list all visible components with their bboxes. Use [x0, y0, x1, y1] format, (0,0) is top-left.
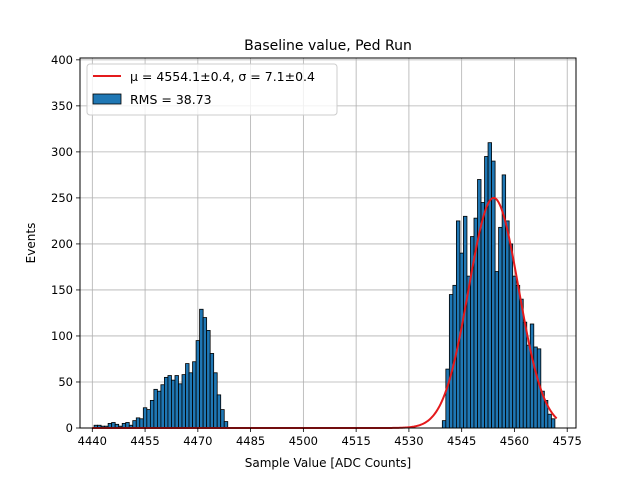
histogram-bar [519, 298, 524, 429]
x-tick-label: 4440 [78, 434, 107, 448]
histogram-bar [192, 361, 197, 429]
histogram-bar [209, 353, 215, 429]
histogram-bar [484, 156, 489, 429]
y-tick-label: 350 [51, 99, 73, 113]
histogram-bar [463, 215, 468, 429]
histogram-bar [146, 409, 151, 429]
histogram-bar [494, 271, 500, 429]
legend: μ = 4554.1±0.4, σ = 7.1±0.4 RMS = 38.73 [86, 63, 338, 116]
x-tick-label: 4530 [394, 434, 423, 448]
histogram-bar [529, 323, 535, 429]
histogram-bar [171, 379, 176, 429]
histogram-bar [135, 417, 141, 429]
y-tick-label: 250 [51, 191, 73, 205]
chart-title: Baseline value, Ped Run [244, 38, 412, 54]
histogram-bar [508, 243, 514, 429]
legend-box [86, 63, 338, 116]
legend-hist-swatch [92, 93, 122, 105]
plot-frame [79, 57, 577, 429]
histogram-bar [547, 413, 552, 429]
histogram-bar [512, 275, 517, 429]
x-tick-label: 4470 [183, 434, 212, 448]
histogram-bar [178, 383, 183, 429]
histogram-bar [167, 375, 172, 429]
histogram-bar [139, 418, 144, 429]
histogram-bar [441, 420, 447, 429]
histogram-bar [477, 179, 482, 429]
x-tick-label: 4545 [447, 434, 476, 448]
histogram-bar [515, 284, 521, 429]
histogram-bar [132, 420, 137, 429]
histogram-bar [216, 394, 222, 429]
histogram-bar [199, 308, 204, 429]
histogram-bar [181, 374, 186, 429]
histogram-bar [491, 160, 496, 429]
histogram-bar [164, 376, 169, 429]
x-tick-label: 4500 [289, 434, 318, 448]
histogram-bar [174, 375, 179, 429]
histogram-bar [153, 388, 158, 429]
histogram-bar [526, 344, 531, 429]
y-tick-label: 300 [51, 145, 73, 159]
y-tick-label: 150 [51, 283, 73, 297]
histogram-bar [445, 368, 450, 429]
histogram-bar [149, 399, 155, 429]
histogram-bar [505, 220, 510, 429]
x-axis-ticks: 4440 4455 4470 4485 4500 4515 4530 4545 4560 4575 [78, 428, 582, 448]
histogram-bar [487, 142, 492, 429]
histogram-bar [455, 220, 461, 429]
y-tick-label: 0 [66, 421, 73, 435]
legend-fit-label: μ = 4554.1±0.4, σ = 7.1±0.4 [130, 69, 315, 84]
histogram-bar [459, 252, 464, 429]
histogram-bar [185, 363, 190, 429]
histogram-bar [213, 372, 218, 429]
x-tick-label: 4575 [553, 434, 582, 448]
x-tick-label: 4455 [130, 434, 159, 448]
y-axis-ticks: 0 50 100 150 200 250 300 350 400 [51, 53, 80, 435]
histogram-bar [206, 330, 211, 429]
x-tick-label: 4485 [236, 434, 265, 448]
x-tick-label: 4515 [342, 434, 371, 448]
x-axis-label: Sample Value [ADC Counts] [245, 456, 411, 470]
histogram-bar [202, 317, 208, 429]
histogram-bar [550, 418, 556, 429]
histogram-bar [160, 384, 165, 429]
y-tick-label: 200 [51, 237, 73, 251]
histogram-bar [498, 226, 503, 429]
histogram-bar [522, 321, 528, 429]
histogram-bar [188, 372, 193, 429]
x-tick-label: 4560 [500, 434, 529, 448]
y-tick-label: 50 [58, 375, 73, 389]
histogram-bar [448, 294, 454, 429]
histogram-bar [195, 340, 201, 429]
histogram-bar [156, 390, 162, 429]
histogram-bar [533, 346, 538, 429]
histogram-bar [220, 409, 225, 429]
y-tick-label: 100 [51, 329, 73, 343]
legend-hist-label: RMS = 38.73 [130, 92, 212, 107]
histogram-bar [142, 407, 148, 429]
histogram-bar [480, 202, 485, 429]
y-axis-label: Events [24, 223, 38, 264]
y-tick-label: 400 [51, 53, 73, 67]
